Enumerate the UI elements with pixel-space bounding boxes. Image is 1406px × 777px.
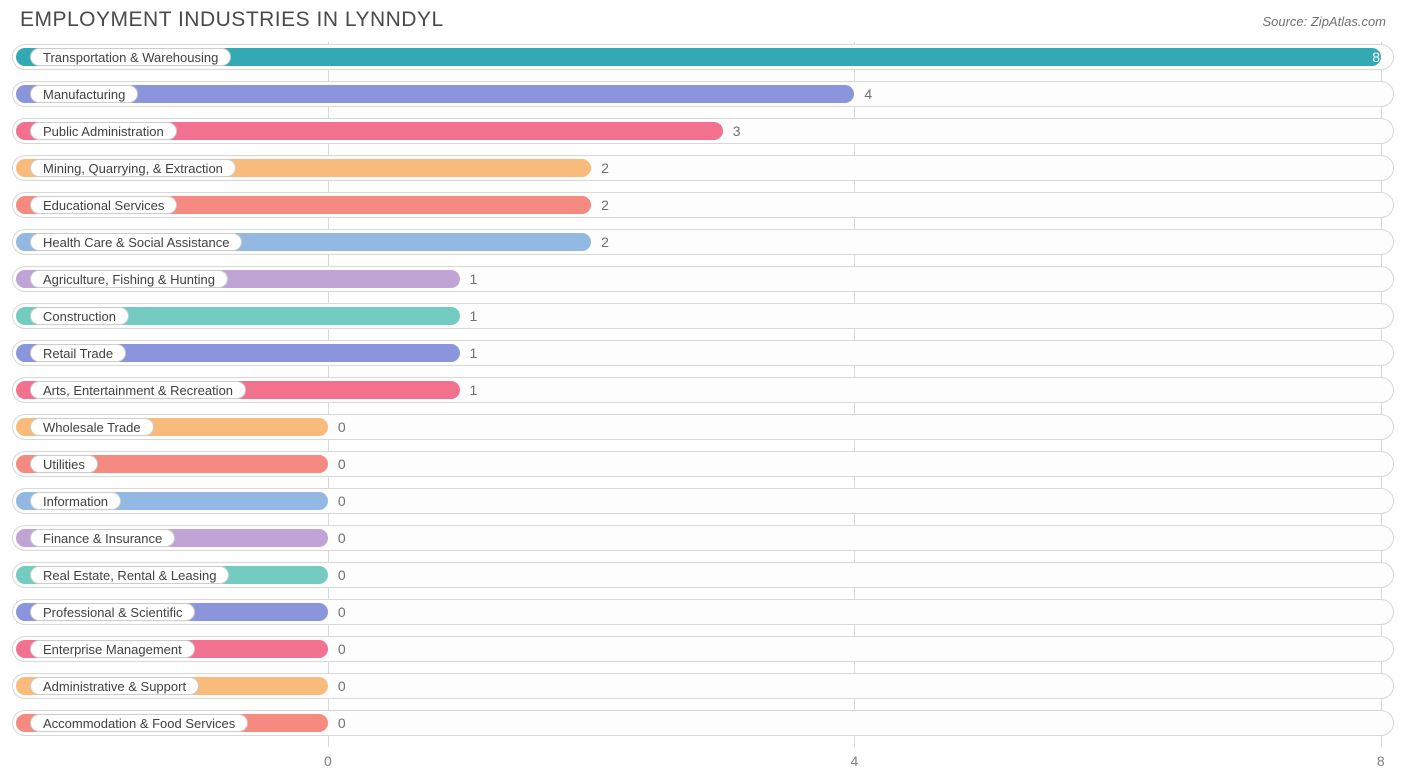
category-pill: Retail Trade <box>30 344 126 362</box>
value-label: 3 <box>733 123 741 139</box>
chart-area: 0 4 8Transportation & Warehousing 8 Manufact… <box>12 42 1394 747</box>
bar-row: Accommodation & Food Services 0 <box>12 708 1394 738</box>
category-pill: Real Estate, Rental & Leasing <box>30 566 229 584</box>
category-pill: Mining, Quarrying, & Extraction <box>30 159 236 177</box>
value-label: 1 <box>470 345 478 361</box>
value-label: 4 <box>864 86 872 102</box>
value-label: 0 <box>338 641 346 657</box>
category-pill: Manufacturing <box>30 85 138 103</box>
chart-header: EMPLOYMENT INDUSTRIES IN LYNNDYL Source:… <box>0 0 1406 32</box>
category-pill: Information <box>30 492 121 510</box>
bar-row: Educational Services 2 <box>12 190 1394 220</box>
value-label: 2 <box>601 160 609 176</box>
bar-row: Utilities 0 <box>12 449 1394 479</box>
bar-row: Finance & Insurance 0 <box>12 523 1394 553</box>
category-pill: Health Care & Social Assistance <box>30 233 242 251</box>
bar-row: Professional & Scientific 0 <box>12 597 1394 627</box>
x-axis-tick: 0 <box>324 753 332 769</box>
category-pill: Utilities <box>30 455 98 473</box>
category-pill: Wholesale Trade <box>30 418 154 436</box>
value-label: 0 <box>338 567 346 583</box>
value-label: 0 <box>338 456 346 472</box>
bar-row: Real Estate, Rental & Leasing 0 <box>12 560 1394 590</box>
bar-fill <box>16 85 854 103</box>
bar-row: Administrative & Support 0 <box>12 671 1394 701</box>
category-pill: Administrative & Support <box>30 677 199 695</box>
category-pill: Educational Services <box>30 196 177 214</box>
bar-row: Wholesale Trade 0 <box>12 412 1394 442</box>
value-label: 0 <box>338 530 346 546</box>
value-label: 0 <box>338 493 346 509</box>
category-pill: Finance & Insurance <box>30 529 175 547</box>
bar-row: Mining, Quarrying, & Extraction 2 <box>12 153 1394 183</box>
value-label: 2 <box>601 197 609 213</box>
category-pill: Accommodation & Food Services <box>30 714 248 732</box>
category-pill: Professional & Scientific <box>30 603 195 621</box>
category-pill: Enterprise Management <box>30 640 195 658</box>
category-pill: Construction <box>30 307 129 325</box>
category-pill: Transportation & Warehousing <box>30 48 231 66</box>
bar-row: Public Administration 3 <box>12 116 1394 146</box>
value-label: 1 <box>470 271 478 287</box>
x-axis-tick: 8 <box>1377 753 1385 769</box>
value-label: 0 <box>338 419 346 435</box>
x-axis-tick: 4 <box>850 753 858 769</box>
bar-row: Manufacturing 4 <box>12 79 1394 109</box>
bar-row: Health Care & Social Assistance 2 <box>12 227 1394 257</box>
bar-row: Retail Trade 1 <box>12 338 1394 368</box>
chart-source: Source: ZipAtlas.com <box>1262 14 1386 29</box>
category-pill: Agriculture, Fishing & Hunting <box>30 270 228 288</box>
bar-row: Construction 1 <box>12 301 1394 331</box>
value-label: 0 <box>338 604 346 620</box>
value-label: 0 <box>338 678 346 694</box>
value-label: 1 <box>470 308 478 324</box>
value-label: 0 <box>338 715 346 731</box>
chart-title: EMPLOYMENT INDUSTRIES IN LYNNDYL <box>20 8 444 32</box>
category-pill: Public Administration <box>30 122 177 140</box>
value-label: 2 <box>601 234 609 250</box>
value-label: 8 <box>1372 49 1380 65</box>
bar-row: Arts, Entertainment & Recreation 1 <box>12 375 1394 405</box>
category-pill: Arts, Entertainment & Recreation <box>30 381 246 399</box>
bar-row: Transportation & Warehousing 8 <box>12 42 1394 72</box>
bar-row: Information 0 <box>12 486 1394 516</box>
bar-row: Agriculture, Fishing & Hunting 1 <box>12 264 1394 294</box>
value-label: 1 <box>470 382 478 398</box>
bar-row: Enterprise Management 0 <box>12 634 1394 664</box>
